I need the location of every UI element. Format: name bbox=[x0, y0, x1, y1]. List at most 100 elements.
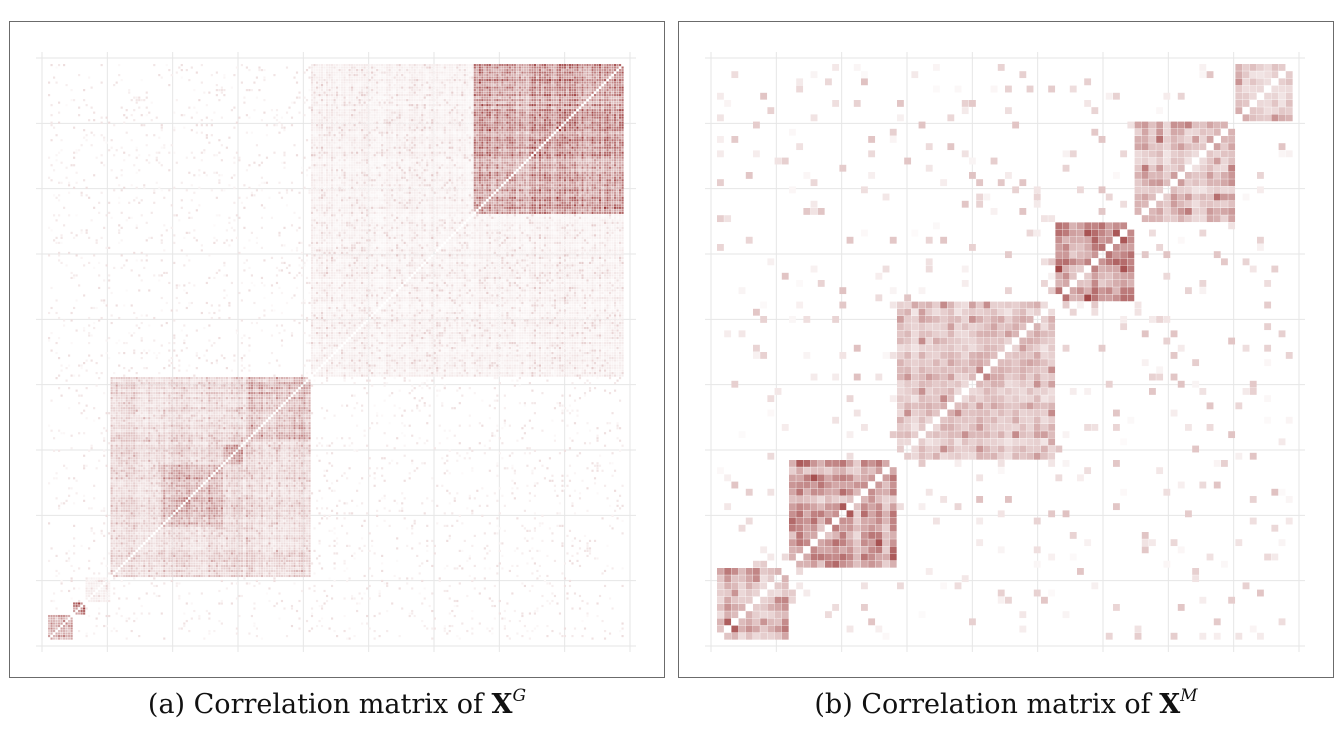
heatmap-cell bbox=[261, 542, 263, 544]
heatmap-cell bbox=[98, 577, 100, 579]
heatmap-cell bbox=[349, 512, 351, 514]
heatmap-cell bbox=[148, 437, 150, 439]
heatmap-cell bbox=[241, 572, 243, 574]
heatmap-cell bbox=[138, 495, 140, 497]
heatmap-cell bbox=[369, 627, 371, 629]
heatmap-cell bbox=[178, 562, 180, 564]
heatmap-cell bbox=[278, 592, 280, 594]
heatmap-cell bbox=[273, 520, 275, 522]
heatmap-cell bbox=[96, 242, 98, 244]
heatmap-cell bbox=[281, 540, 283, 542]
heatmap-cell bbox=[153, 500, 155, 502]
heatmap-cell bbox=[138, 497, 140, 499]
heatmap-cell bbox=[281, 542, 283, 544]
heatmap-cell bbox=[166, 437, 168, 439]
heatmap-cell bbox=[148, 154, 150, 156]
heatmap-cell bbox=[71, 375, 73, 377]
heatmap-cell bbox=[133, 507, 135, 509]
heatmap-cell bbox=[73, 477, 75, 479]
heatmap-cell bbox=[146, 239, 148, 241]
heatmap-cell bbox=[196, 552, 198, 554]
heatmap-cell bbox=[91, 577, 93, 579]
heatmap-cell bbox=[123, 557, 125, 559]
heatmap-cell bbox=[136, 450, 138, 452]
heatmap-cell bbox=[153, 570, 155, 572]
heatmap-cell bbox=[306, 555, 308, 557]
heatmap-cell bbox=[504, 627, 506, 629]
heatmap-cell bbox=[123, 395, 125, 397]
heatmap-cell bbox=[123, 500, 125, 502]
heatmap-cell bbox=[113, 550, 115, 552]
heatmap-cell bbox=[158, 415, 160, 417]
heatmap-cell bbox=[63, 635, 65, 637]
heatmap-cell bbox=[98, 595, 100, 597]
heatmap-cell bbox=[208, 617, 210, 619]
heatmap-cell bbox=[158, 400, 160, 402]
heatmap-cell bbox=[143, 522, 145, 524]
heatmap-cell bbox=[121, 580, 123, 582]
heatmap-cell bbox=[243, 560, 245, 562]
heatmap-cell bbox=[143, 525, 145, 527]
heatmap-cell bbox=[148, 450, 150, 452]
heatmap-cell bbox=[156, 507, 158, 509]
heatmap-cell bbox=[166, 567, 168, 569]
heatmap-cell bbox=[509, 638, 511, 640]
heatmap-cell bbox=[146, 465, 148, 467]
heatmap-cell bbox=[126, 407, 128, 409]
heatmap-cell bbox=[243, 562, 245, 564]
heatmap-cell bbox=[48, 482, 50, 484]
heatmap-cell bbox=[546, 555, 548, 557]
heatmap-cell bbox=[346, 580, 348, 582]
heatmap-cell bbox=[564, 627, 566, 629]
heatmap-cell bbox=[168, 532, 170, 534]
heatmap-cell bbox=[161, 385, 163, 387]
heatmap-cell bbox=[126, 570, 128, 572]
heatmap-cell bbox=[344, 597, 346, 599]
heatmap-cell bbox=[268, 530, 270, 532]
heatmap-cell bbox=[296, 535, 298, 537]
heatmap-cell bbox=[131, 422, 133, 424]
heatmap-cell bbox=[146, 522, 148, 524]
heatmap-cell bbox=[556, 602, 558, 604]
heatmap-cell bbox=[101, 597, 103, 599]
heatmap-cell bbox=[176, 390, 178, 392]
heatmap-cell bbox=[136, 452, 138, 454]
heatmap-cell bbox=[123, 492, 125, 494]
heatmap-cell bbox=[146, 382, 148, 384]
heatmap-cell bbox=[56, 377, 58, 379]
heatmap-cell bbox=[158, 475, 160, 477]
heatmap-cell bbox=[63, 465, 65, 467]
heatmap-cell bbox=[166, 432, 168, 434]
heatmap-cell bbox=[173, 557, 175, 559]
heatmap-cell bbox=[344, 562, 346, 564]
heatmap-cell bbox=[243, 535, 245, 537]
heatmap-cell bbox=[126, 638, 128, 640]
heatmap-cell bbox=[276, 567, 278, 569]
heatmap-cell bbox=[236, 525, 238, 527]
heatmap-cell bbox=[131, 630, 133, 632]
heatmap-cell bbox=[113, 555, 115, 557]
heatmap-cell bbox=[293, 555, 295, 557]
heatmap-cell bbox=[158, 462, 160, 464]
heatmap-cell bbox=[268, 542, 270, 544]
heatmap-cell bbox=[141, 492, 143, 494]
heatmap-cell bbox=[256, 530, 258, 532]
heatmap-cell bbox=[141, 532, 143, 534]
heatmap-cell bbox=[191, 535, 193, 537]
heatmap-cell bbox=[136, 572, 138, 574]
heatmap-cell bbox=[123, 475, 125, 477]
heatmap-cell bbox=[263, 520, 265, 522]
heatmap-cell bbox=[173, 507, 175, 509]
heatmap-cell bbox=[211, 570, 213, 572]
heatmap-cell bbox=[61, 635, 63, 637]
heatmap-cell bbox=[158, 540, 160, 542]
heatmap-cell bbox=[221, 540, 223, 542]
heatmap-cell bbox=[156, 385, 158, 387]
heatmap-cell bbox=[53, 625, 55, 627]
heatmap-cell bbox=[48, 622, 50, 624]
heatmap-cell bbox=[148, 425, 150, 427]
heatmap-cell bbox=[118, 572, 120, 574]
heatmap-cell bbox=[113, 372, 115, 374]
heatmap-cell bbox=[213, 575, 215, 577]
heatmap-cell bbox=[394, 575, 396, 577]
